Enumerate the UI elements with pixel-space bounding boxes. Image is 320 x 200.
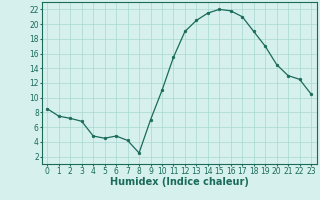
- X-axis label: Humidex (Indice chaleur): Humidex (Indice chaleur): [110, 177, 249, 187]
